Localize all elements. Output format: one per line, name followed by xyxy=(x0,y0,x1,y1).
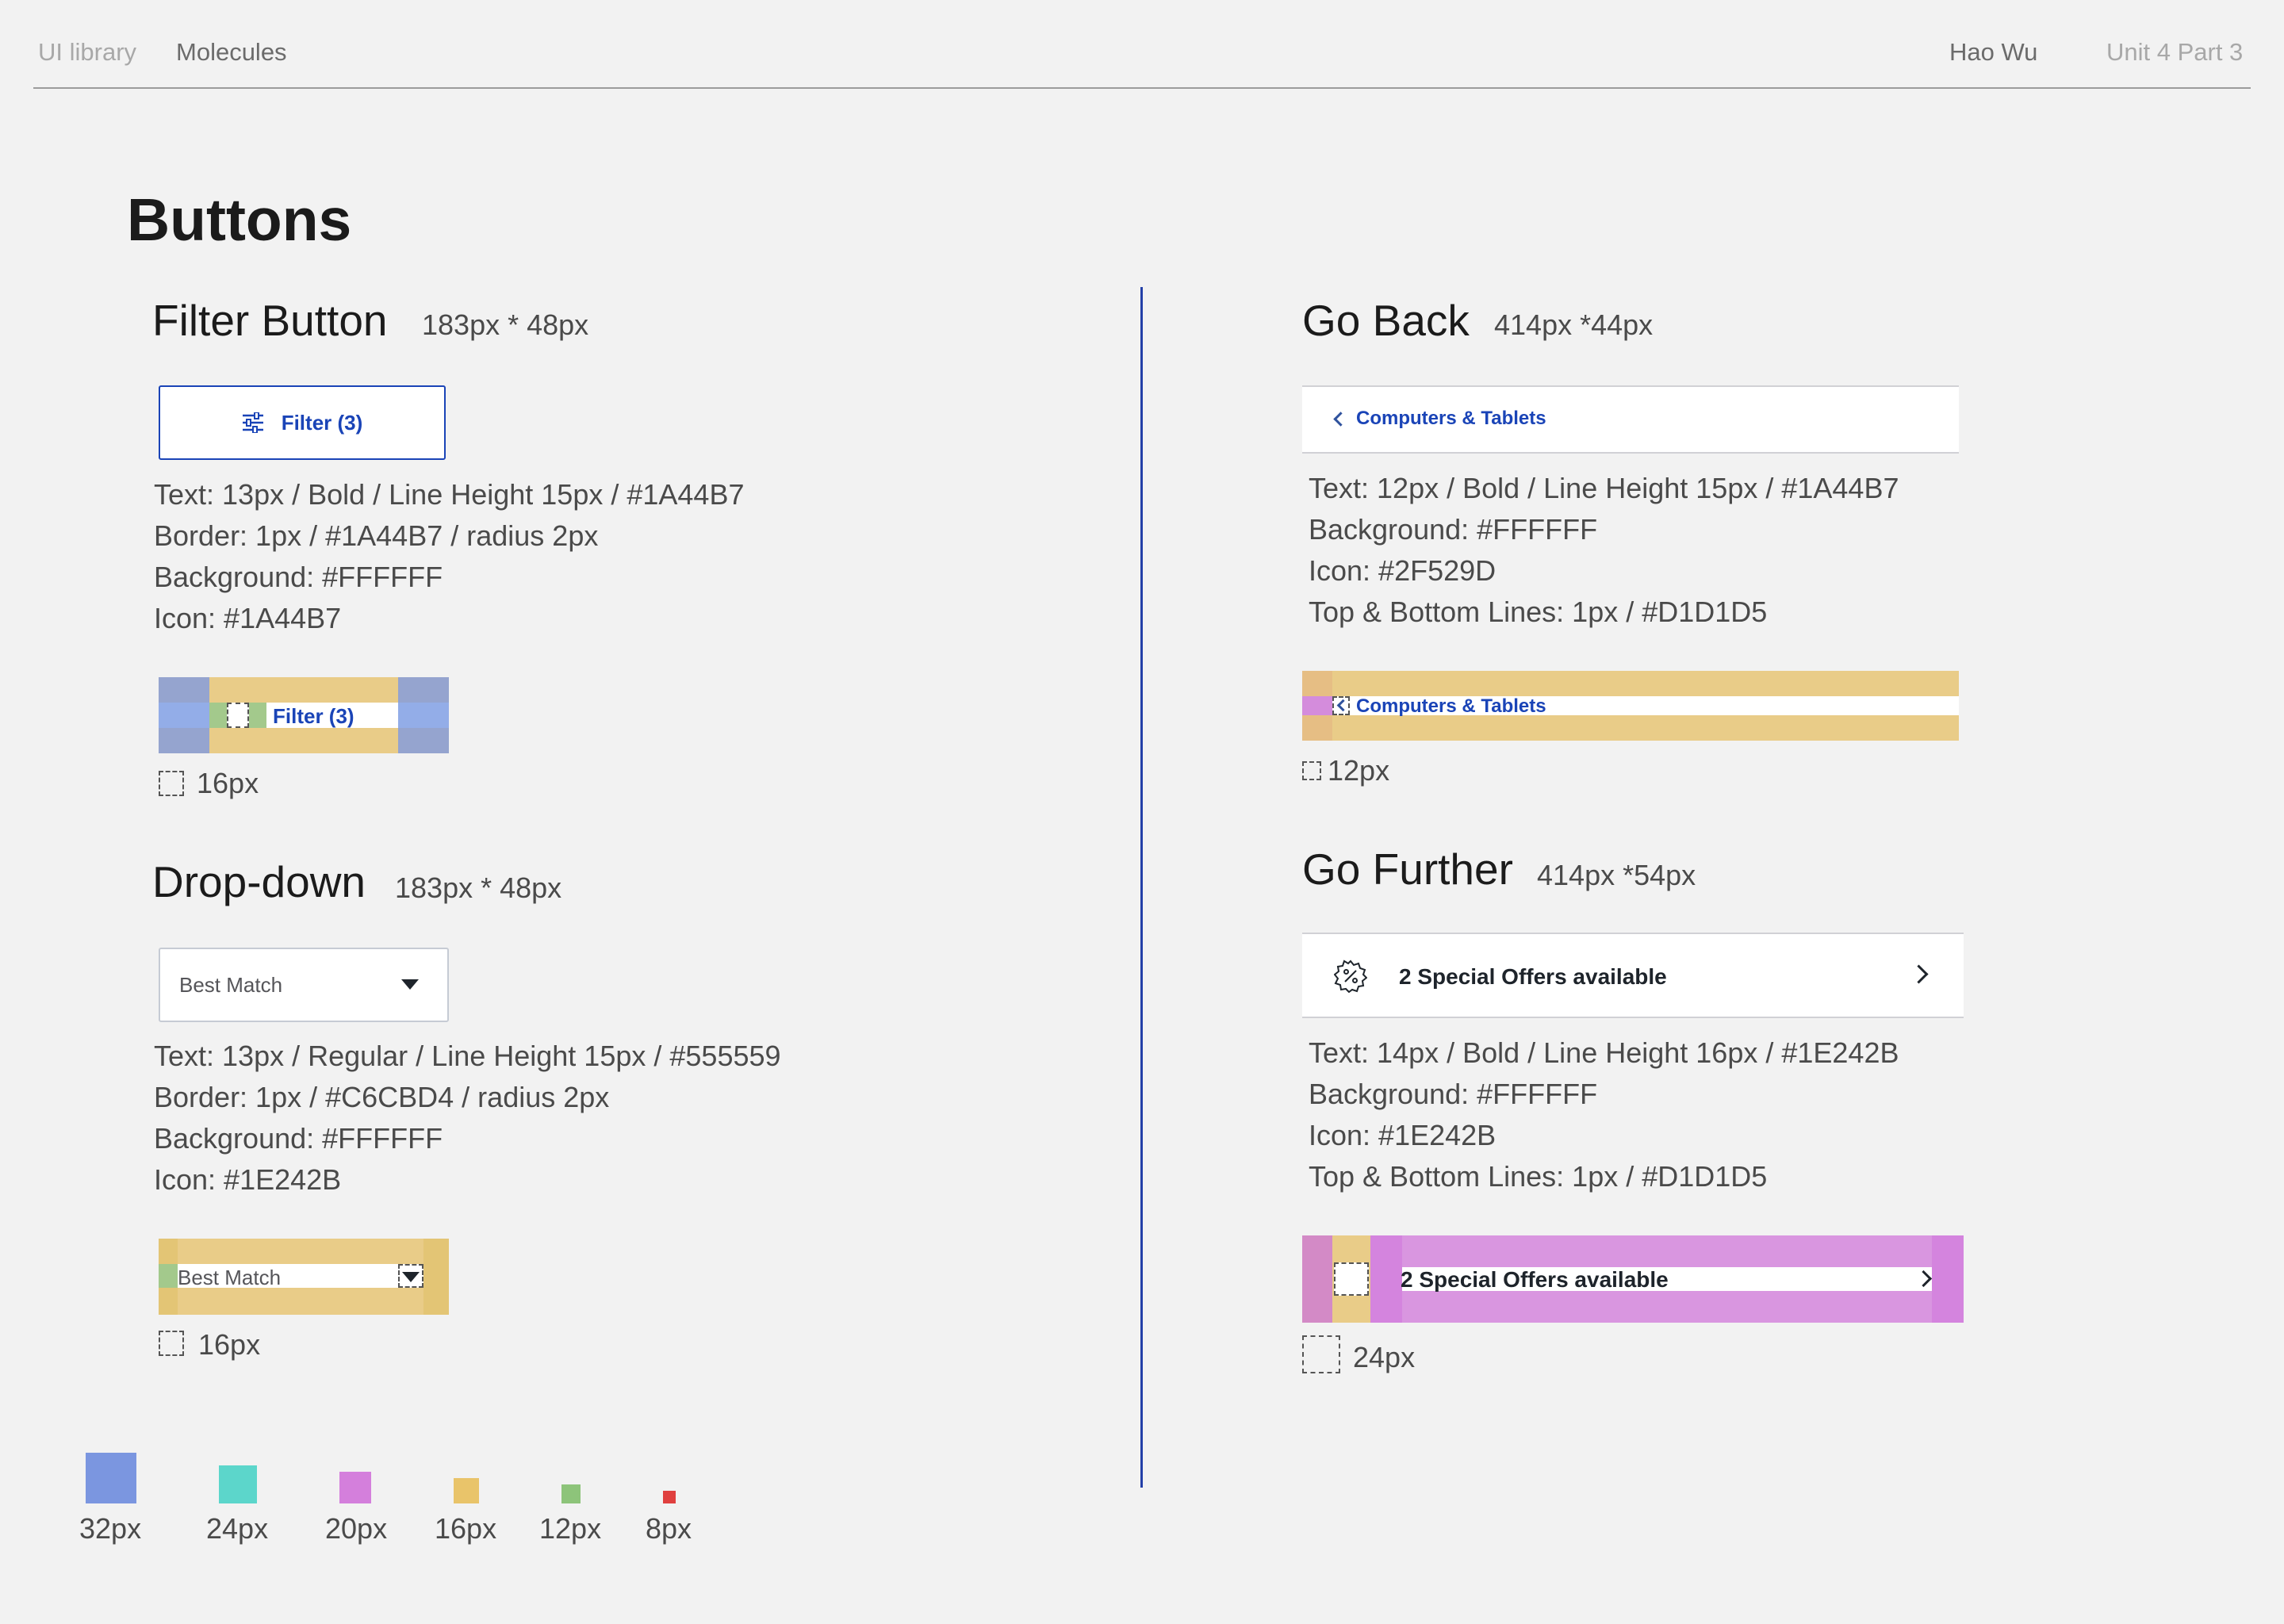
column-divider xyxy=(1140,287,1143,1488)
filter-button-heading: Filter Button xyxy=(152,296,388,345)
spec-line: Icon: #2F529D xyxy=(1309,554,1496,587)
spec-line: Border: 1px / #C6CBD4 / radius 2px xyxy=(154,1081,610,1113)
go-further-overlay-label: 2 Special Offers available xyxy=(1401,1267,1669,1292)
go-further-spacing-label: 24px xyxy=(1353,1341,1416,1373)
legend-swatch-24 xyxy=(219,1465,257,1503)
dropdown-spacing-overlay: Best Match xyxy=(159,1239,449,1315)
spec-line: Background: #FFFFFF xyxy=(154,1122,443,1155)
go-back-spacing-overlay: Computers & Tablets xyxy=(1302,671,1959,741)
legend-label: 12px xyxy=(539,1512,602,1545)
dropdown-heading: Drop-down xyxy=(152,857,366,906)
spacing-box-icon xyxy=(159,771,184,796)
unit-label: Unit 4 Part 3 xyxy=(2106,38,2244,66)
spec-line: Top & Bottom Lines: 1px / #D1D1D5 xyxy=(1309,596,1768,628)
go-further-dimensions: 414px *54px xyxy=(1537,859,1696,891)
go-back-overlay-label: Computers & Tablets xyxy=(1356,695,1546,717)
spec-line: Icon: #1A44B7 xyxy=(154,602,342,634)
legend-label: 16px xyxy=(435,1512,497,1545)
go-back-spacing-label: 12px xyxy=(1328,754,1390,787)
filter-button-specs: Text: 13px / Bold / Line Height 15px / #… xyxy=(154,474,745,639)
dropdown-specs: Text: 13px / Regular / Line Height 15px … xyxy=(154,1036,781,1201)
filter-spacing-label: 16px xyxy=(197,767,259,799)
spec-line: Background: #FFFFFF xyxy=(1309,1078,1598,1110)
spec-line: Icon: #1E242B xyxy=(154,1163,342,1196)
spec-line: Border: 1px / #1A44B7 / radius 2px xyxy=(154,519,599,552)
dropdown-selected-value: Best Match xyxy=(179,973,283,997)
legend-label: 32px xyxy=(79,1512,142,1545)
chevron-right-icon xyxy=(1909,964,1929,984)
filter-overlay-label: Filter (3) xyxy=(273,704,354,728)
page-title: Buttons xyxy=(127,186,352,253)
dropdown-overlay-value: Best Match xyxy=(178,1266,282,1289)
go-back-heading: Go Back xyxy=(1302,296,1470,345)
sort-dropdown[interactable]: Best Match xyxy=(159,948,449,1022)
legend-label: 20px xyxy=(325,1512,388,1545)
spec-line: Text: 14px / Bold / Line Height 16px / #… xyxy=(1309,1036,1899,1069)
legend-swatch-12 xyxy=(561,1484,581,1503)
go-back-button[interactable]: Computers & Tablets xyxy=(1302,385,1959,454)
caret-down-icon xyxy=(401,979,419,990)
go-further-button[interactable]: 2 Special Offers available xyxy=(1302,933,1964,1018)
filter-button-dimensions: 183px * 48px xyxy=(422,308,589,341)
percent-badge-icon xyxy=(1334,959,1367,993)
spacing-box-icon xyxy=(1302,1335,1340,1373)
spec-line: Text: 12px / Bold / Line Height 15px / #… xyxy=(1309,472,1899,504)
go-back-label: Computers & Tablets xyxy=(1356,408,1546,429)
spec-line: Text: 13px / Bold / Line Height 15px / #… xyxy=(154,478,745,511)
legend-swatch-16 xyxy=(454,1478,479,1503)
go-further-heading: Go Further xyxy=(1302,845,1513,894)
legend-swatch-8 xyxy=(663,1491,676,1503)
filter-spacing-overlay: Filter (3) xyxy=(159,677,449,753)
legend-label: 8px xyxy=(646,1512,692,1545)
legend-swatch-32 xyxy=(86,1453,136,1503)
breadcrumb-root[interactable]: UI library xyxy=(38,38,137,66)
go-back-dimensions: 414px *44px xyxy=(1494,308,1654,341)
spec-line: Icon: #1E242B xyxy=(1309,1119,1496,1151)
filter-button-label: Filter (3) xyxy=(281,410,363,435)
chevron-left-icon xyxy=(1333,412,1348,427)
dropdown-spacing-label: 16px xyxy=(198,1328,261,1361)
nav-divider xyxy=(33,87,2251,89)
go-further-specs: Text: 14px / Bold / Line Height 16px / #… xyxy=(1309,1032,1899,1197)
go-back-specs: Text: 12px / Bold / Line Height 15px / #… xyxy=(1309,468,1899,633)
spacing-box-icon xyxy=(1302,761,1321,780)
go-further-spacing-overlay: 2 Special Offers available xyxy=(1302,1235,1964,1323)
spec-line: Background: #FFFFFF xyxy=(154,561,443,593)
filter-button[interactable]: Filter (3) xyxy=(159,385,446,460)
spec-line: Background: #FFFFFF xyxy=(1309,513,1598,546)
spec-line: Top & Bottom Lines: 1px / #D1D1D5 xyxy=(1309,1160,1768,1193)
author-name: Hao Wu xyxy=(1949,38,2038,66)
go-further-label: 2 Special Offers available xyxy=(1399,964,1667,989)
legend-swatch-20 xyxy=(339,1472,371,1503)
spec-line: Text: 13px / Regular / Line Height 15px … xyxy=(154,1040,781,1072)
breadcrumb-current[interactable]: Molecules xyxy=(176,38,287,66)
spacing-box-icon xyxy=(159,1331,184,1356)
sliders-icon xyxy=(242,412,263,433)
legend-label: 24px xyxy=(206,1512,269,1545)
dropdown-dimensions: 183px * 48px xyxy=(395,871,562,904)
